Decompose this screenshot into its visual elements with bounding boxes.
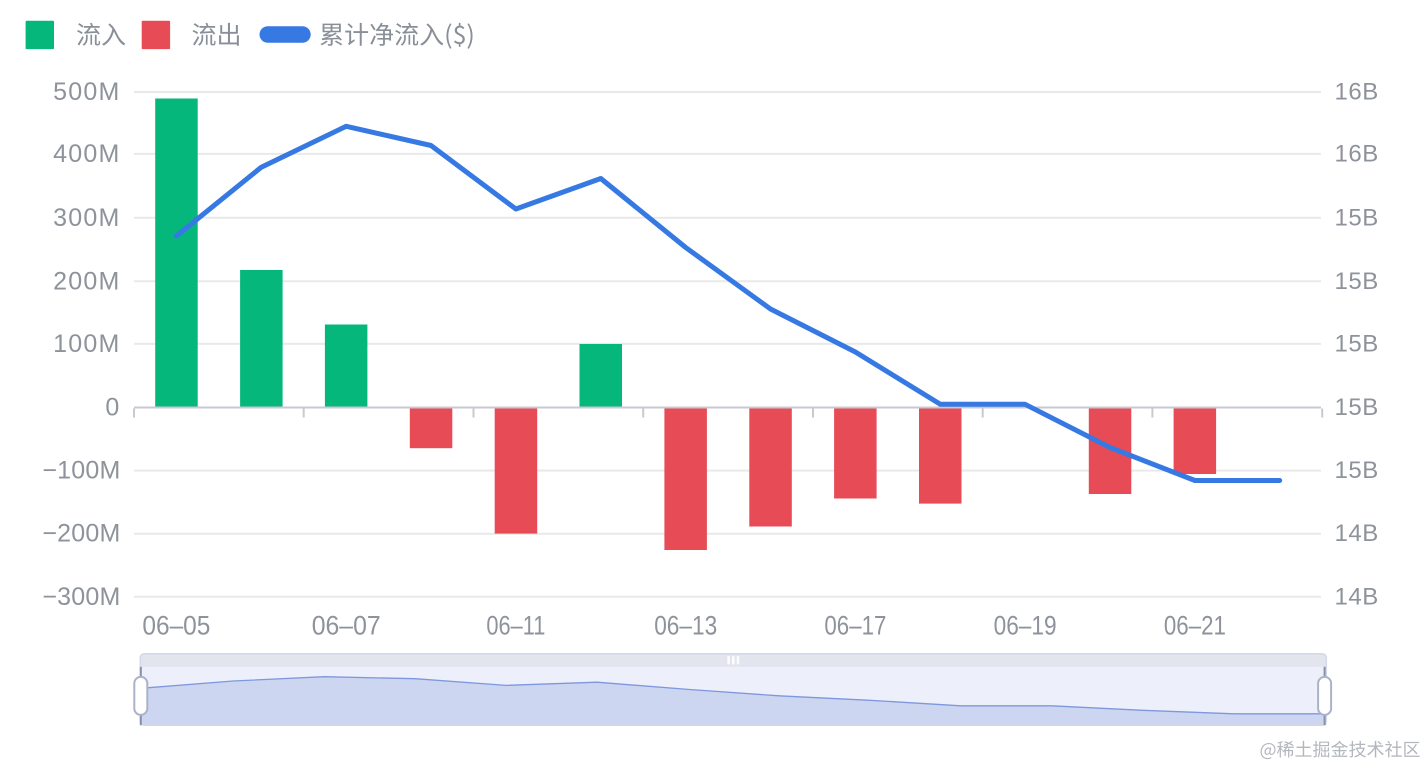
svg-text:15B: 15B bbox=[1335, 330, 1379, 357]
svg-text:15B: 15B bbox=[1335, 394, 1379, 421]
svg-text:15B: 15B bbox=[1335, 457, 1379, 484]
svg-text:06–13: 06–13 bbox=[654, 611, 717, 641]
svg-text:16B: 16B bbox=[1335, 79, 1379, 106]
svg-text:0: 0 bbox=[105, 394, 120, 422]
svg-text:−200M: −200M bbox=[42, 520, 120, 548]
svg-text:06–07: 06–07 bbox=[312, 611, 381, 641]
svg-text:300M: 300M bbox=[53, 204, 120, 232]
svg-text:16B: 16B bbox=[1335, 140, 1379, 167]
svg-text:06–19: 06–19 bbox=[994, 611, 1057, 641]
svg-text:100M: 100M bbox=[53, 330, 120, 358]
svg-text:15B: 15B bbox=[1335, 268, 1379, 295]
svg-text:−300M: −300M bbox=[42, 583, 120, 611]
svg-text:06–17: 06–17 bbox=[824, 611, 886, 641]
svg-text:14B: 14B bbox=[1335, 520, 1379, 547]
svg-text:06–11: 06–11 bbox=[486, 611, 545, 641]
svg-text:400M: 400M bbox=[53, 140, 120, 168]
svg-text:15B: 15B bbox=[1335, 204, 1379, 231]
svg-text:200M: 200M bbox=[53, 267, 120, 295]
svg-text:14B: 14B bbox=[1335, 583, 1379, 610]
svg-text:−100M: −100M bbox=[42, 457, 120, 485]
svg-text:06–05: 06–05 bbox=[142, 611, 210, 641]
svg-text:06–21: 06–21 bbox=[1164, 611, 1226, 641]
svg-text:500M: 500M bbox=[53, 78, 120, 106]
